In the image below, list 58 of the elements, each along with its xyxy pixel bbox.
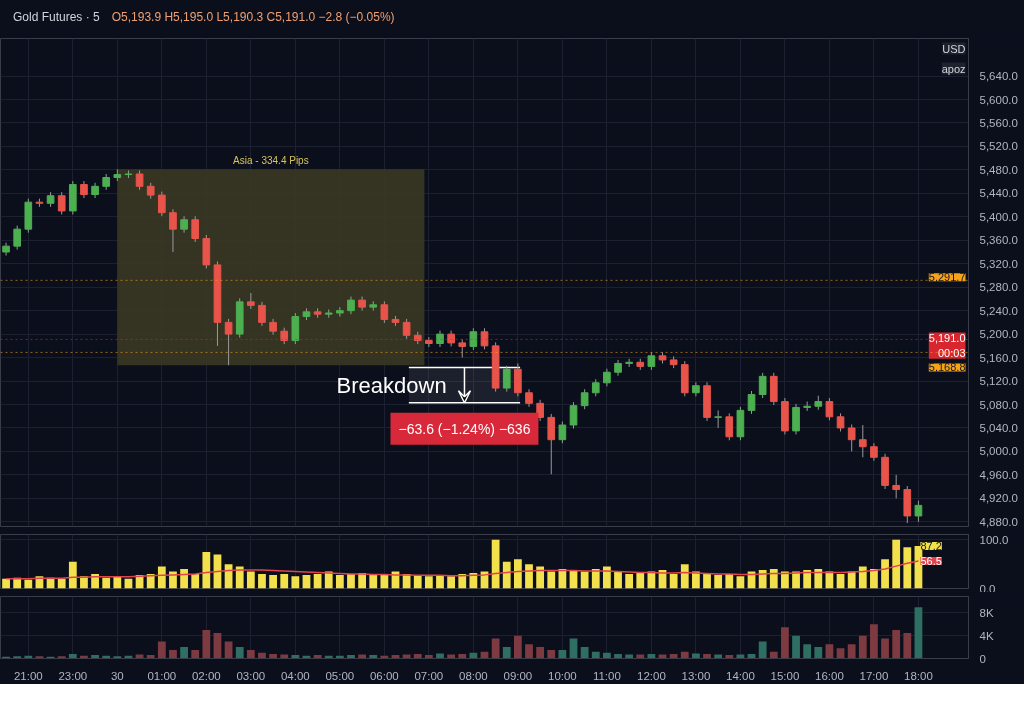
x-tick-label: 16:00 — [815, 669, 844, 682]
x-tick-label: 12:00 — [637, 669, 666, 682]
x-tick-label: 03:00 — [236, 669, 266, 682]
x-tick-label: 01:00 — [147, 669, 177, 682]
text: USD — [942, 42, 966, 55]
x-tick-label: 23:00 — [58, 669, 88, 682]
x-tick-label: 13:00 — [681, 669, 711, 682]
y-tick-label: 5,480.0 — [979, 163, 1018, 176]
x-tick-label: 06:00 — [369, 669, 399, 682]
x-tick-label: 04:00 — [280, 669, 310, 682]
chart-title: Gold Futures · 5 — [13, 10, 100, 24]
y-tick-label: 5,640.0 — [979, 70, 1018, 83]
y-tick-label: 4,920.0 — [979, 492, 1018, 505]
ref-line-label: 5,168.8 — [928, 361, 966, 374]
x-tick-label: 11:00 — [592, 669, 621, 682]
y-tick-label: 8K — [979, 607, 994, 619]
x-tick-label: 07:00 — [414, 669, 444, 682]
y-tick-label: 4,880.0 — [979, 515, 1018, 528]
chart-subtitle: O5,193.9 H5,195.0 L5,190.3 C5,191.0 −2.8 (−0.05%) — [111, 10, 395, 24]
y-tick-label: 5,520.0 — [979, 140, 1018, 153]
y-tick-label: 5,560.0 — [979, 116, 1018, 129]
y-tick-label: 5,080.0 — [979, 398, 1018, 411]
y-tick-label: 5,200.0 — [979, 328, 1018, 341]
y-tick-label: 5,600.0 — [979, 93, 1018, 106]
x-tick-label: 17:00 — [859, 669, 889, 682]
data-label: 87.2 — [920, 540, 942, 553]
y-tick-label: 5,320.0 — [979, 257, 1018, 270]
y-tick-label: 5,240.0 — [979, 304, 1018, 317]
y-tick-label: 5,040.0 — [979, 421, 1018, 434]
ref-line-label: 5,191.0 00:03 — [928, 332, 966, 359]
text: apoz — [941, 62, 966, 75]
y-tick-label: 100.0 — [979, 533, 1009, 546]
x-tick-label: 10:00 — [548, 669, 577, 682]
x-tick-label: 02:00 — [191, 669, 221, 682]
y-tick-label: 5,160.0 — [979, 351, 1018, 364]
y-tick-label: 5,280.0 — [979, 281, 1018, 294]
data-label: 56.5 — [920, 555, 942, 568]
x-tick-label: 30 — [110, 669, 124, 682]
y-tick-label: 5,440.0 — [979, 187, 1018, 200]
x-tick-label: 05:00 — [325, 669, 355, 682]
x-tick-label: 21:00 — [13, 669, 43, 682]
annotation: −63.6 (−1.24%) −636 — [398, 420, 531, 437]
ref-line-label: 5,291.7 — [928, 271, 966, 284]
y-tick-label: 5,120.0 — [979, 375, 1018, 388]
y-tick-label: 0 — [979, 652, 986, 665]
y-tick-label: 5,000.0 — [979, 445, 1018, 458]
band-label: Asia - 334.4 Pips — [233, 155, 309, 167]
x-tick-label: 18:00 — [904, 669, 933, 682]
x-tick-label: 14:00 — [726, 669, 755, 682]
annotation: Breakdown — [336, 372, 447, 398]
x-tick-label: 15:00 — [770, 669, 800, 682]
y-tick-label: 4K — [979, 629, 994, 642]
x-tick-label: 09:00 — [503, 669, 533, 682]
x-tick-label: 08:00 — [458, 669, 488, 682]
y-tick-label: 5,400.0 — [979, 210, 1018, 223]
y-tick-label: 4,960.0 — [979, 468, 1018, 481]
y-tick-label: 0.0 — [979, 582, 996, 595]
y-tick-label: 5,360.0 — [979, 234, 1018, 247]
